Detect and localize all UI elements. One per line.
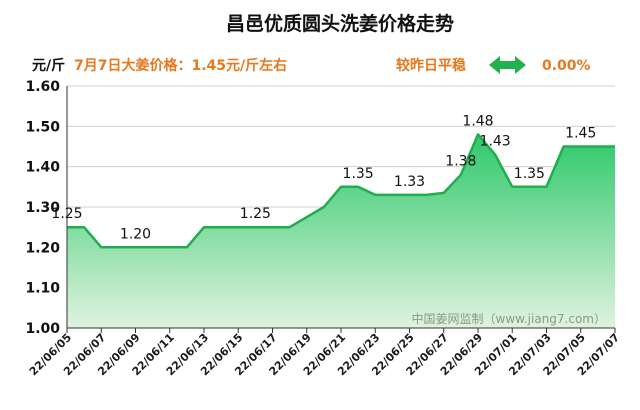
chart-title: 昌邑优质圆头洗姜价格走势 bbox=[226, 12, 454, 35]
data-label: 1.20 bbox=[120, 226, 151, 242]
x-axis-ticks: 22/06/0522/06/0722/06/0922/06/1122/06/13… bbox=[27, 328, 622, 378]
data-label: 1.35 bbox=[343, 166, 374, 182]
y-tick-label: 1.50 bbox=[25, 119, 60, 135]
y-tick-label: 1.10 bbox=[25, 281, 60, 297]
price-line bbox=[67, 133, 615, 249]
y-tick-label: 1.00 bbox=[25, 321, 60, 337]
unit-label: 元/斤 bbox=[32, 57, 65, 74]
data-label: 1.25 bbox=[240, 206, 271, 222]
data-label: 1.45 bbox=[565, 126, 596, 142]
change-percent: 0.00% bbox=[542, 58, 591, 74]
y-tick-label: 1.20 bbox=[25, 240, 60, 256]
double-arrow-icon bbox=[489, 56, 526, 74]
data-label: 1.38 bbox=[445, 154, 476, 170]
y-tick-label: 1.40 bbox=[25, 160, 60, 176]
data-label: 1.25 bbox=[51, 206, 82, 222]
data-label: 1.35 bbox=[514, 166, 545, 182]
compare-label: 较昨日平稳 bbox=[396, 57, 466, 74]
data-label: 1.48 bbox=[462, 113, 493, 129]
data-label: 1.33 bbox=[394, 174, 425, 190]
y-axis-ticks: 1.00 1.10 1.20 1.30 1.40 1.50 1.60 bbox=[25, 79, 60, 337]
watermark: 中国姜网监制（www.jiang7.com） bbox=[412, 311, 606, 326]
price-area bbox=[67, 134, 615, 328]
data-labels: 1.251.201.251.351.331.381.481.431.351.45 bbox=[51, 113, 596, 242]
y-tick-label: 1.30 bbox=[25, 200, 60, 216]
data-label: 1.43 bbox=[480, 134, 511, 150]
today-price-label: 7月7日大姜价格：1.45元/斤左右 bbox=[74, 57, 287, 74]
y-tick-label: 1.60 bbox=[25, 79, 60, 95]
